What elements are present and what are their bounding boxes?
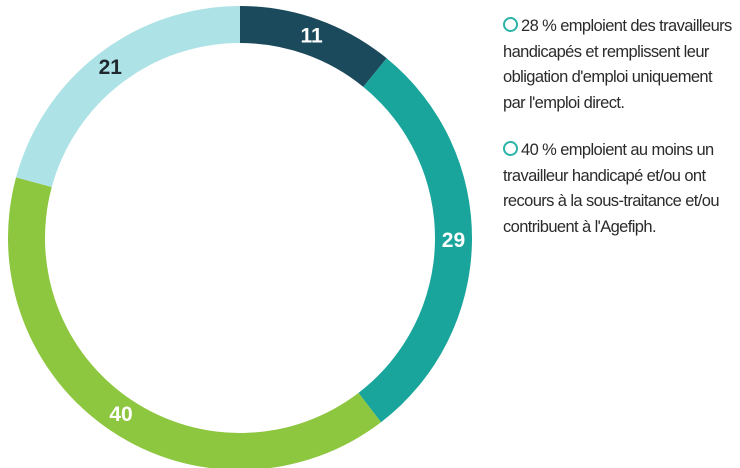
annotation: 28 % emploient des travailleurs handicap… xyxy=(503,17,732,112)
legend: 28 % emploient des travailleurs handicap… xyxy=(503,14,735,262)
data-label: 40 xyxy=(109,403,132,426)
bullet xyxy=(503,141,518,156)
legend-item: 28 % emploient des travailleurs handicap… xyxy=(503,14,735,116)
bullet xyxy=(503,17,518,32)
data-label: 29 xyxy=(442,229,465,252)
legend-item: 40 % emploient au moins un travailleur h… xyxy=(503,138,735,240)
donut-segment xyxy=(240,6,387,87)
annotation: 40 % emploient au moins un travailleur h… xyxy=(503,141,720,236)
donut-segment xyxy=(8,177,381,468)
data-label: 21 xyxy=(99,56,123,79)
donut-chart: 11 29 40 21 xyxy=(8,6,473,468)
donut-segment xyxy=(358,58,473,423)
data-label: 11 xyxy=(301,24,324,47)
donut-segment xyxy=(16,6,241,188)
